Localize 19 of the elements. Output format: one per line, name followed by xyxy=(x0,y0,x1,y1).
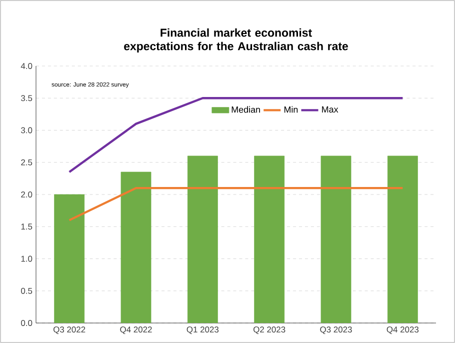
y-tick-label: 4.0 xyxy=(20,63,32,69)
legend-label: Max xyxy=(322,106,338,113)
y-tick-label: 3.0 xyxy=(21,127,32,134)
y-tick-label: 2.5 xyxy=(21,159,32,166)
legend-label: Median xyxy=(232,106,260,113)
x-tick-label: Q4 2023 xyxy=(386,326,419,334)
x-tick-label: Q3 2023 xyxy=(320,326,352,334)
legend-label: Min xyxy=(284,106,298,113)
y-tick-label: 1.5 xyxy=(21,224,32,230)
x-tick-label: Q1 2023 xyxy=(186,326,219,334)
y-tick-label: 0.5 xyxy=(21,288,32,294)
y-tick-label: 0.0 xyxy=(21,320,32,326)
x-tick-label: Q3 2022 xyxy=(53,326,86,334)
y-tick-label: 2.0 xyxy=(21,192,32,198)
y-tick-label: 3.5 xyxy=(21,95,32,102)
y-tick-label: 1.0 xyxy=(21,256,32,262)
chart-title: Financial market economist expectations for the Australian cash rate xyxy=(124,28,348,52)
x-tick-label: Q4 2022 xyxy=(120,326,152,334)
x-tick-label: Q2 2023 xyxy=(253,326,286,334)
